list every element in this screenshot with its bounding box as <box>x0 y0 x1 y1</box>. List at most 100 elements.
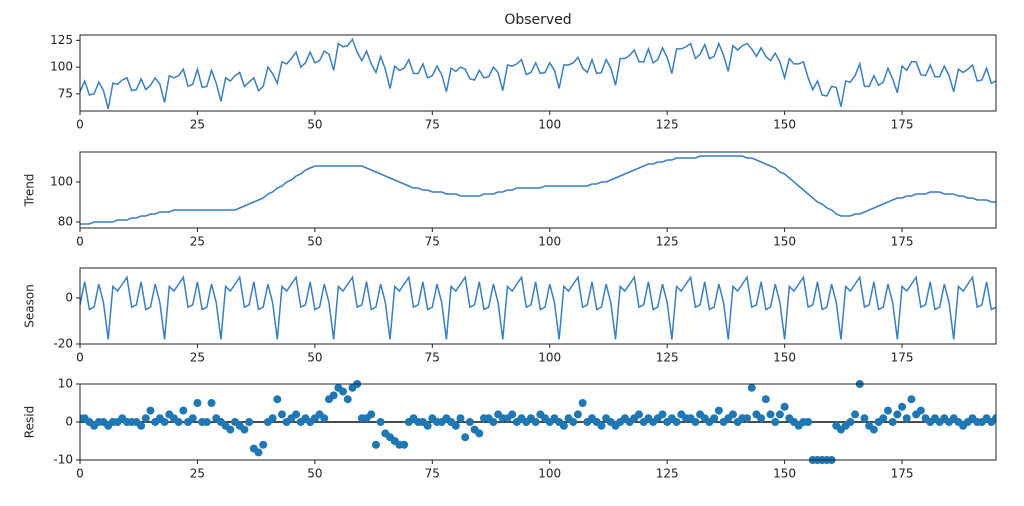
x-tick-label: 125 <box>656 351 679 365</box>
y-tick-label: -20 <box>53 337 73 351</box>
data-point <box>456 414 465 423</box>
panel-frame <box>79 383 997 461</box>
y-tick-label: 10 <box>58 377 73 391</box>
data-point <box>573 410 582 419</box>
data-point <box>559 421 568 430</box>
x-tick-label: 100 <box>538 118 561 132</box>
x-tick-label: 125 <box>656 118 679 132</box>
x-tick-label: 175 <box>891 235 914 249</box>
data-point <box>747 383 756 392</box>
x-tick-label: 150 <box>773 235 796 249</box>
x-tick-label: 175 <box>891 351 914 365</box>
panel-frame <box>79 267 997 345</box>
x-tick-label: 125 <box>656 467 679 481</box>
x-tick-label: 75 <box>425 467 440 481</box>
y-tick-label: 0 <box>65 290 73 304</box>
x-tick-label: 0 <box>76 235 84 249</box>
data-point <box>371 440 380 449</box>
data-point <box>771 418 780 426</box>
data-line <box>80 155 996 225</box>
y-tick-label: 80 <box>58 215 73 229</box>
y-tick-label: -10 <box>53 453 73 467</box>
data-point <box>451 421 460 430</box>
data-point <box>146 406 155 415</box>
x-tick-label: 125 <box>656 235 679 249</box>
panel: 80 100 0 25 50 75 100 125 150 175 Trend <box>23 151 997 249</box>
plot-area <box>80 37 996 110</box>
data-point <box>658 410 667 419</box>
data-point <box>343 395 352 404</box>
data-point <box>907 395 916 404</box>
plot-area <box>80 275 996 340</box>
data-point <box>775 410 784 419</box>
plot-area <box>80 380 996 464</box>
data-point <box>766 410 775 419</box>
data-point <box>846 418 855 426</box>
data-point <box>259 440 268 449</box>
x-tick-label: 50 <box>307 118 322 132</box>
data-point <box>780 402 789 411</box>
data-point <box>597 421 606 430</box>
x-tick-label: 25 <box>190 351 205 365</box>
data-point <box>273 395 282 404</box>
x-tick-label: 150 <box>773 351 796 365</box>
data-point <box>376 418 385 426</box>
data-point <box>851 410 860 419</box>
data-point <box>710 414 719 423</box>
data-point <box>743 414 752 423</box>
data-point <box>757 414 766 423</box>
y-tick-label: 100 <box>50 60 73 74</box>
data-point <box>240 425 249 434</box>
data-point <box>672 418 681 426</box>
y-axis-label: Trend <box>23 174 37 208</box>
data-point <box>141 414 150 423</box>
data-point <box>226 425 235 434</box>
x-tick-label: 100 <box>538 351 561 365</box>
data-point <box>461 433 470 442</box>
x-tick-label: 75 <box>425 351 440 365</box>
x-tick-label: 50 <box>307 235 322 249</box>
data-point <box>902 414 911 423</box>
data-point <box>761 395 770 404</box>
data-point <box>367 410 376 419</box>
x-tick-label: 75 <box>425 235 440 249</box>
data-point <box>193 399 202 407</box>
y-tick-label: 125 <box>50 33 73 47</box>
data-point <box>489 418 498 426</box>
data-point <box>728 410 737 419</box>
y-tick-label: 0 <box>65 415 73 429</box>
plot-area <box>80 155 996 225</box>
x-tick-label: 0 <box>76 351 84 365</box>
data-point <box>423 421 432 430</box>
data-point <box>508 410 517 419</box>
data-point <box>245 418 254 426</box>
data-point <box>277 410 286 419</box>
data-point <box>174 418 183 426</box>
chart-title: Observed <box>504 12 571 28</box>
panel-frame <box>79 34 997 112</box>
data-point <box>992 414 996 423</box>
data-line <box>80 275 996 340</box>
data-point <box>714 406 723 415</box>
data-point <box>207 399 216 407</box>
x-tick-label: 100 <box>538 235 561 249</box>
data-point <box>292 410 301 419</box>
x-tick-label: 25 <box>190 118 205 132</box>
data-point <box>893 410 902 419</box>
y-axis-label: Resid <box>23 406 37 438</box>
data-point <box>883 406 892 415</box>
x-tick-label: 175 <box>891 467 914 481</box>
data-point <box>137 421 146 430</box>
data-point <box>268 414 277 423</box>
panel: 75 100 125 0 25 50 75 100 125 150 175 <box>50 33 997 132</box>
x-tick-label: 150 <box>773 467 796 481</box>
data-point <box>869 425 878 434</box>
data-point <box>578 399 587 407</box>
data-point <box>888 418 897 426</box>
data-point <box>320 414 329 423</box>
data-point <box>160 418 169 426</box>
data-point <box>475 429 484 438</box>
